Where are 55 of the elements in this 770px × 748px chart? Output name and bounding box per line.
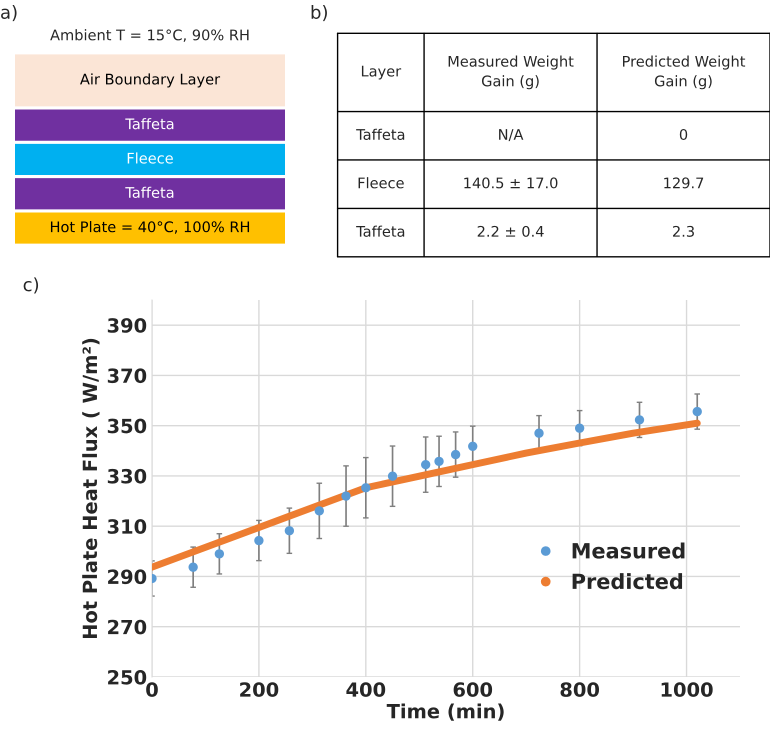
x-tick-label: 800 <box>560 682 599 697</box>
point <box>188 562 198 572</box>
text: Taffeta <box>356 128 404 140</box>
text: 0 <box>680 128 688 140</box>
point <box>574 424 584 433</box>
y-tick-label: 270 <box>108 620 146 634</box>
x-tick-label: 400 <box>346 682 386 697</box>
text: Taffeta <box>356 226 404 237</box>
text: Taffeta <box>125 186 174 198</box>
point <box>388 472 398 481</box>
text: a) <box>1 5 17 22</box>
point <box>341 491 351 501</box>
point <box>284 526 294 536</box>
x-axis-title: Time (min) <box>386 703 504 721</box>
text: Fleece <box>128 152 173 164</box>
text: Layer <box>362 66 402 80</box>
text: Ambient T = 15°C, 90% RH <box>50 29 249 42</box>
y-tick-label: 330 <box>108 468 146 484</box>
text: Fleece <box>358 177 404 188</box>
x-tick-label: 600 <box>454 682 492 697</box>
legend-label: Measured <box>572 542 684 559</box>
point <box>421 460 430 470</box>
x-tick-label: 0 <box>146 682 158 697</box>
point <box>468 442 478 451</box>
text: 129.7 <box>664 177 704 188</box>
point <box>434 456 444 466</box>
y-tick-label: 370 <box>108 368 146 384</box>
text: b) <box>312 5 327 22</box>
text: 140.5 ± 17.0 <box>464 177 558 188</box>
point <box>634 415 644 425</box>
y-tick-label: 390 <box>108 318 146 333</box>
point <box>534 428 544 438</box>
text: Predicted Weight Gain (g) <box>623 56 746 90</box>
point <box>450 450 460 460</box>
point <box>214 549 224 559</box>
text: N/A <box>499 129 524 142</box>
chart-title: c) <box>24 277 38 294</box>
y-tick-label: 350 <box>108 418 146 434</box>
point <box>254 536 264 546</box>
y-tick-label: 310 <box>108 519 146 534</box>
point <box>314 506 324 516</box>
text: Hot Plate = 40°C, 100% RH <box>50 221 250 234</box>
point <box>692 406 702 416</box>
text: Taffeta <box>125 118 174 130</box>
legend-label: Predicted <box>572 573 682 590</box>
y-tick-label: 290 <box>108 569 146 584</box>
text: Air Boundary Layer <box>80 73 220 88</box>
point <box>361 483 370 492</box>
text: Measured Weight Gain (g) <box>448 56 574 90</box>
text: 2.2 ± 0.4 <box>478 226 544 237</box>
x-tick-label: 1000 <box>662 682 713 697</box>
y-axis-title: Hot Plate Heat Flux ( W/m²) <box>82 338 100 638</box>
y-tick-label: 250 <box>108 670 146 685</box>
x-tick-label: 200 <box>240 682 278 697</box>
text: 2.3 <box>672 226 694 237</box>
